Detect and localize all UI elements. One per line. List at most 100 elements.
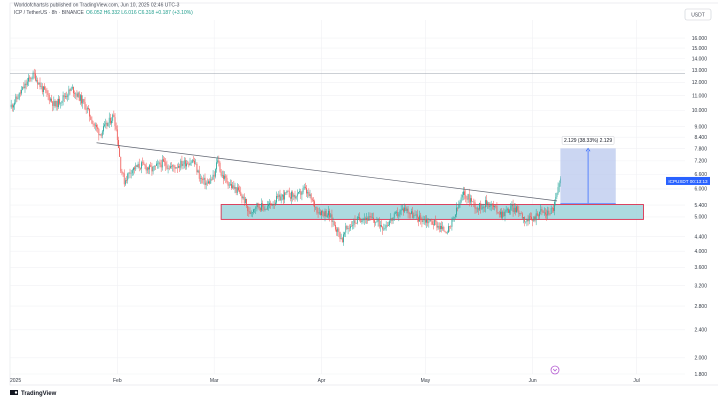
candle-body [127,173,129,181]
candle [182,161,184,170]
price-tick-label: 10.000 [692,108,708,114]
candle [83,98,85,105]
candle-body [17,98,19,100]
candle [437,222,439,230]
candle [549,213,551,216]
candle-body [533,216,535,221]
candle [557,182,559,195]
candle [481,204,483,211]
candle-body [476,208,478,210]
candle-body [322,211,324,213]
candle [419,210,421,222]
candle-body [232,185,234,189]
candle [404,203,406,214]
candle-body [157,163,159,165]
price-tick-label: 3.200 [694,283,707,289]
candle-body [508,209,509,213]
candle-body [502,211,504,218]
candle-body [324,210,326,217]
candle [325,209,327,218]
candle-body [540,209,542,212]
candle-body [217,160,219,163]
candle-body [142,162,144,163]
candle-body [37,80,39,85]
candle-body [377,219,379,222]
candle-body [180,160,182,168]
candle [227,181,229,189]
candle [112,113,114,124]
candle-body [294,194,296,199]
currency-button[interactable] [684,8,712,21]
candle-body [13,105,14,108]
candle-body [74,93,76,94]
candle-body [219,162,221,172]
candle-body [281,194,283,197]
candle [220,169,222,178]
candle [324,208,326,222]
candle [221,170,223,179]
candle [285,192,287,196]
candle [49,97,51,103]
candle [310,192,312,203]
candle-body [45,89,47,91]
candle-body [115,125,117,130]
candle-body [22,86,24,90]
candle [26,77,28,87]
candle-body [398,214,400,217]
candle-body [225,175,227,178]
candle [29,75,31,82]
candle-body [194,160,196,165]
scroll-to-realtime-icon[interactable] [550,365,560,375]
candle-body [240,191,242,196]
candle [188,161,190,168]
candle [187,160,189,165]
candle [472,201,474,203]
candle-body [338,228,340,232]
candle [489,202,491,211]
candle [123,169,125,187]
candle [469,194,471,205]
candle [381,220,382,228]
candle-body [292,191,294,197]
candle [548,207,550,216]
candle-body [518,210,520,214]
candle [539,211,541,219]
candle [409,212,411,219]
candle-body [313,200,314,202]
candle-body [69,89,71,91]
candle-body [521,213,523,219]
candle-body [291,191,292,199]
candle-body [542,210,544,213]
candle [90,114,92,121]
candle [183,157,185,169]
candle [229,179,231,186]
candle-body [228,184,230,186]
candle [313,197,314,207]
candle [441,221,442,233]
candle [24,80,26,93]
candle [113,110,115,118]
candle [519,212,521,216]
candle [541,206,543,216]
candle [547,206,549,220]
candle [334,221,336,232]
candle-body [101,131,103,136]
candle-body [346,225,348,229]
candle [498,210,500,218]
candle-body [484,200,486,208]
candle [302,185,304,195]
candle-body [466,198,468,200]
candle-body [187,163,189,165]
candle [436,220,438,231]
candle-body [172,165,174,167]
time-axis: 2025 Feb Mar Apr May Jun Jul [10,378,640,384]
candle-body [480,203,482,209]
candle-body [472,201,474,203]
candle-body [15,96,17,103]
candle-body [479,203,481,210]
candle-body [111,120,112,124]
candle [359,212,361,222]
candle-body [34,73,36,81]
candle [345,222,347,238]
candle-body [375,221,377,223]
